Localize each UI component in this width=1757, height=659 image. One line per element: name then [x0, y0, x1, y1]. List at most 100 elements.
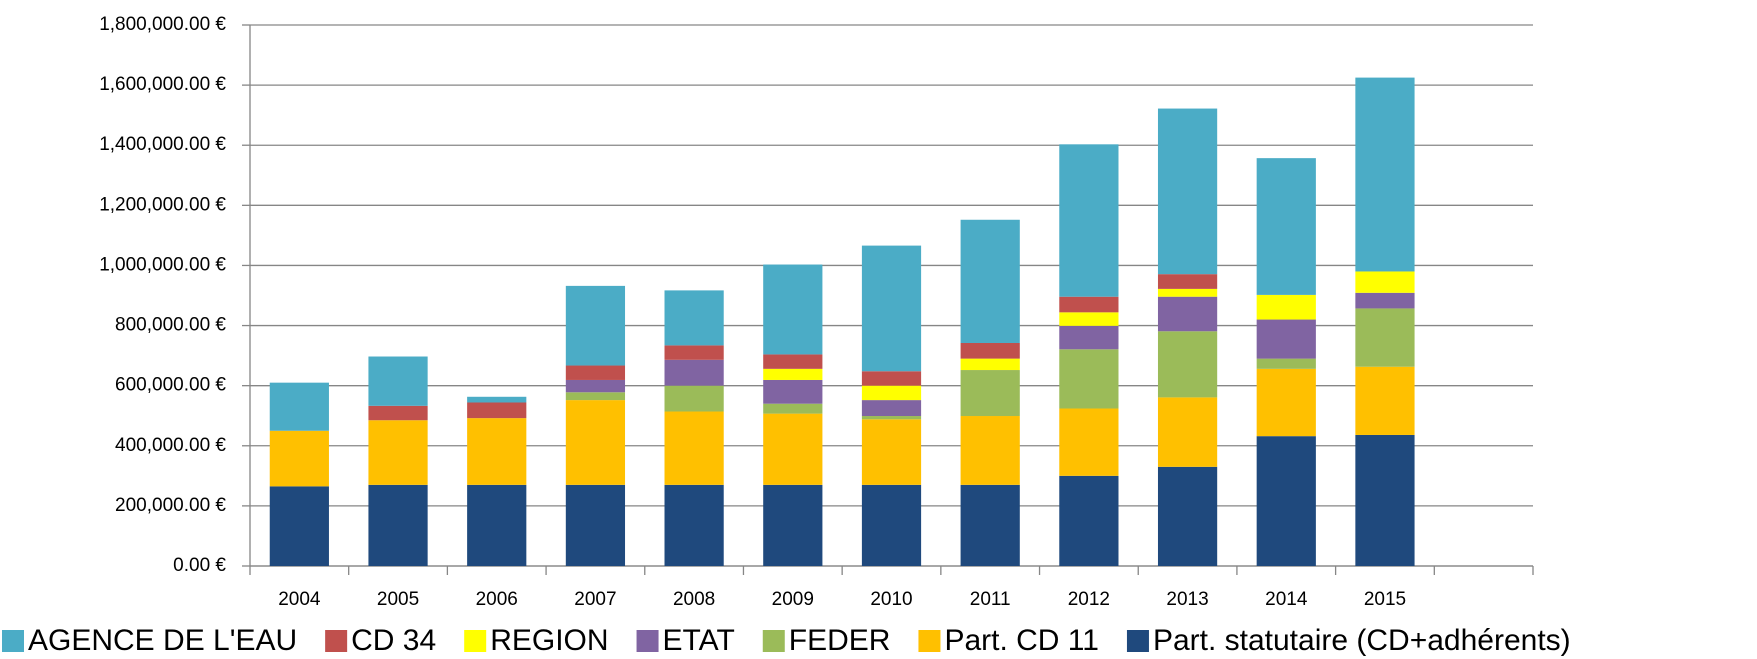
- bar-segment: [861, 400, 922, 417]
- bar-segment: [1256, 158, 1316, 295]
- x-tick-label: 2012: [1068, 589, 1110, 610]
- bar-segment: [1256, 319, 1316, 359]
- bar-segment: [565, 392, 626, 401]
- bar-segment: [467, 418, 527, 485]
- bar-segment: [960, 416, 1020, 485]
- bar-segment: [763, 484, 823, 566]
- bar-segment: [1059, 144, 1119, 297]
- bar-segment: [861, 371, 922, 386]
- bar-segment: [861, 245, 922, 372]
- bar-segment: [861, 484, 922, 566]
- bar-segment: [1059, 325, 1119, 350]
- bar-segment: [960, 358, 1020, 371]
- bar-segment: [861, 385, 922, 401]
- bar-segment: [1157, 466, 1218, 566]
- bar-segment: [664, 484, 724, 566]
- bar-segment: [664, 411, 724, 485]
- y-tick-label: 400,000.00 €: [115, 435, 226, 456]
- legend-swatch: [464, 630, 487, 652]
- legend-label: Part. CD 11: [944, 624, 1099, 657]
- bar-segment: [1256, 358, 1316, 369]
- y-tick-label: 1,200,000.00 €: [99, 194, 226, 215]
- x-tick-label: 2005: [377, 589, 419, 610]
- bar-segment: [565, 484, 626, 566]
- y-tick-label: 1,000,000.00 €: [99, 254, 226, 275]
- x-tick-label: 2004: [278, 589, 321, 610]
- x-tick-label: 2010: [870, 589, 912, 610]
- bar-segment: [467, 396, 527, 403]
- bar-segment: [1355, 308, 1415, 367]
- x-tick-label: 2006: [476, 589, 518, 610]
- y-tick-label: 600,000.00 €: [115, 375, 226, 396]
- bar-segment: [565, 379, 626, 393]
- bar-segment: [861, 416, 922, 420]
- bar-segment: [269, 382, 329, 431]
- legend-swatch: [325, 630, 348, 652]
- bar-segment: [1157, 108, 1218, 275]
- bar-segment: [1157, 274, 1218, 289]
- bar-segment: [763, 403, 823, 414]
- y-tick-label: 0.00 €: [173, 555, 226, 576]
- bar-segment: [664, 359, 724, 386]
- bar-segment: [1256, 368, 1316, 437]
- bar-segment: [960, 219, 1020, 343]
- bar-segment: [1355, 434, 1415, 566]
- y-tick-label: 1,600,000.00 €: [99, 74, 226, 95]
- bar-segment: [763, 379, 823, 404]
- bar-segment: [1256, 436, 1316, 566]
- legend-label: FEDER: [789, 624, 891, 657]
- bar-segment: [368, 420, 428, 485]
- bar-segment: [1355, 271, 1415, 293]
- bar-segment: [763, 264, 823, 355]
- bar-segment: [368, 356, 428, 406]
- y-tick-label: 800,000.00 €: [115, 315, 226, 336]
- bar-segment: [1157, 296, 1218, 332]
- x-tick-label: 2013: [1166, 589, 1208, 610]
- bar-segment: [1157, 331, 1218, 398]
- bar-segment: [565, 365, 626, 380]
- legend-label: Part. statutaire (CD+adhérents): [1153, 624, 1571, 657]
- bar-segment: [1355, 292, 1415, 309]
- bar-segment: [1059, 296, 1119, 313]
- bar-segment: [763, 368, 823, 380]
- bar-segment: [1355, 366, 1415, 435]
- legend-swatch: [2, 630, 24, 652]
- bar-segment: [960, 370, 1020, 417]
- bar-segment: [565, 400, 626, 485]
- x-tick-label: 2007: [574, 589, 616, 610]
- bar-segment: [1059, 349, 1119, 409]
- bar-segment: [1355, 77, 1415, 272]
- y-tick-label: 1,800,000.00 €: [99, 14, 226, 35]
- x-tick-label: 2015: [1364, 589, 1406, 610]
- legend-label: ETAT: [663, 624, 735, 657]
- y-tick-label: 200,000.00 €: [115, 495, 226, 516]
- bar-segment: [664, 385, 724, 412]
- bar-segment: [467, 484, 527, 566]
- bar-segment: [1059, 408, 1119, 476]
- bar-segment: [269, 430, 329, 487]
- bar-segment: [1059, 475, 1119, 566]
- bar-segment: [565, 285, 626, 366]
- x-tick-label: 2009: [772, 589, 814, 610]
- bar-segment: [1256, 294, 1316, 320]
- bar-segment: [1157, 397, 1218, 467]
- bar-segment: [269, 486, 329, 566]
- bar-segment: [1157, 288, 1218, 297]
- legend-swatch: [762, 630, 785, 652]
- bar-segment: [960, 342, 1020, 359]
- legend-swatch: [636, 630, 659, 652]
- bar-segment: [664, 290, 724, 346]
- bar-segment: [467, 402, 527, 419]
- legend-label: AGENCE DE L'EAU: [28, 624, 297, 657]
- legend-label: REGION: [490, 624, 608, 657]
- bar-segment: [763, 413, 823, 485]
- bar-segment: [861, 419, 922, 485]
- x-tick-label: 2014: [1265, 589, 1308, 610]
- bar-segment: [960, 484, 1020, 566]
- x-tick-label: 2011: [970, 589, 1011, 610]
- bar-segment: [664, 345, 724, 360]
- x-tick-label: 2008: [673, 589, 715, 610]
- bar-segment: [1059, 312, 1119, 326]
- bar-segment: [763, 354, 823, 369]
